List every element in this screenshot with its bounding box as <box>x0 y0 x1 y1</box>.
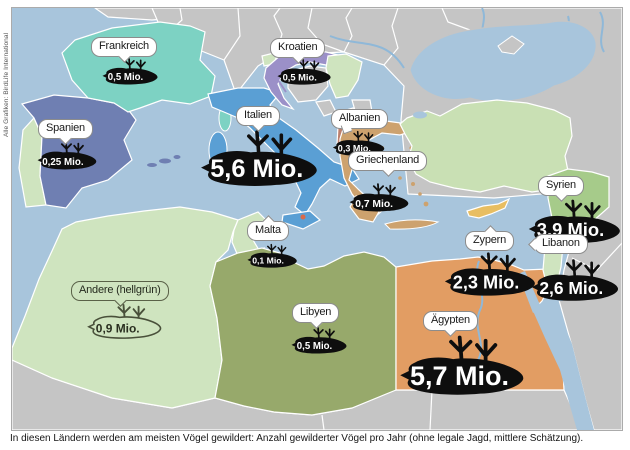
dead-bird-marker-italien: 5,6 Mio. <box>199 130 319 188</box>
country-label-spanien: Spanien <box>38 119 93 139</box>
country-label-albanien: Albanien <box>331 109 389 129</box>
dead-bird-marker-griechenland: 0,7 Mio. <box>348 183 410 213</box>
country-label-kroatien: Kroatien <box>270 38 326 58</box>
bird-value: 0,7 Mio. <box>355 199 393 210</box>
figure-caption: In diesen Ländern werden am meisten Vöge… <box>10 433 584 444</box>
bird-value: 0,5 Mio. <box>283 72 317 82</box>
country-label-andere: Andere (hellgrün) <box>71 281 169 301</box>
bird-value: 2,3 Mio. <box>453 273 520 293</box>
country-borders-decoration <box>163 8 622 430</box>
sea-of-marmara <box>413 111 427 119</box>
bird-value: 0,1 Mio. <box>252 256 284 266</box>
source-credit: Alle Grafiken: BirdLife International <box>3 32 10 137</box>
country-label-zypern: Zypern <box>465 231 515 251</box>
country-label-frankreich: Frankreich <box>91 37 157 57</box>
country-shape-serbia <box>325 53 363 99</box>
crimea-peninsula <box>497 35 525 55</box>
dead-bird-marker-malta: 0,1 Mio. <box>246 243 298 269</box>
dead-bird-marker-albanien: 0,3 Mio. <box>332 130 386 157</box>
country-shape-zypern <box>466 197 511 219</box>
croatian-islands <box>269 73 287 97</box>
country-label-griechenland: Griechenland <box>348 151 428 171</box>
country-label-libanon: Libanon <box>534 234 588 254</box>
country-label-libyen: Libyen <box>292 303 340 323</box>
bird-value: 0,25 Mio. <box>42 157 84 168</box>
dead-bird-marker-aegypten: 5,7 Mio. <box>398 335 526 397</box>
dead-bird-marker-frankreich: 0,5 Mio. <box>101 58 159 86</box>
dead-bird-marker-kroatien: 0,5 Mio. <box>276 59 332 86</box>
dead-bird-marker-libyen: 0,5 Mio. <box>290 327 348 355</box>
bird-value: 0,5 Mio. <box>297 341 333 352</box>
dead-bird-marker-libanon: 2,6 Mio. <box>530 259 620 303</box>
country-label-italien: Italien <box>236 106 280 126</box>
bird-value: 0,5 Mio. <box>108 72 144 83</box>
bird-value: 0,9 Mio. <box>96 321 140 335</box>
country-label-aegypten: Ägypten <box>423 311 478 331</box>
bird-value: 0,3 Mio. <box>338 144 371 154</box>
dead-bird-marker-zypern: 2,3 Mio. <box>443 252 537 298</box>
black-sea <box>409 20 597 103</box>
country-label-syrien: Syrien <box>538 176 584 196</box>
dead-bird-marker-andere: 0,9 Mio. <box>87 303 162 340</box>
bird-value: 5,7 Mio. <box>410 361 509 391</box>
bird-value: 5,6 Mio. <box>210 155 303 183</box>
bird-value: 2,6 Mio. <box>539 278 603 298</box>
country-label-malta: Malta <box>247 221 289 241</box>
dead-bird-marker-spanien: 0,25 Mio. <box>36 141 98 171</box>
country-shape-malta <box>300 214 306 220</box>
balearic-islands <box>147 155 181 167</box>
